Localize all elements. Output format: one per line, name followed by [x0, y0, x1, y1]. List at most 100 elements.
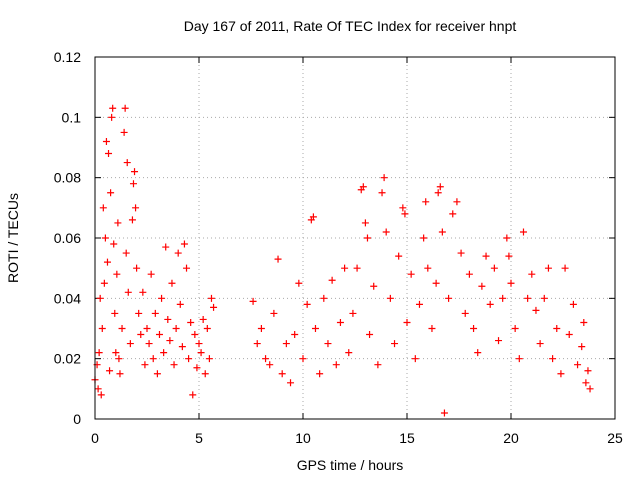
data-point [176, 300, 184, 308]
data-point [336, 318, 344, 326]
data-point [160, 349, 168, 357]
data-point [170, 361, 178, 369]
data-point [432, 279, 440, 287]
data-point [97, 391, 105, 399]
data-point [401, 210, 409, 218]
data-point [386, 294, 394, 302]
data-point [324, 340, 332, 348]
data-point [391, 340, 399, 348]
data-point [100, 279, 108, 287]
data-point [378, 189, 386, 197]
data-point [183, 264, 191, 272]
data-point [374, 361, 382, 369]
data-point [129, 180, 137, 188]
data-point [115, 355, 123, 363]
data-point [253, 340, 261, 348]
data-point [503, 234, 511, 242]
data-point [424, 264, 432, 272]
x-axis-label: GPS time / hours [297, 457, 404, 473]
data-point [166, 337, 174, 345]
data-point [349, 309, 357, 317]
data-point [549, 355, 557, 363]
x-tick-label: 5 [195, 430, 203, 446]
data-point [482, 252, 490, 260]
data-point [519, 228, 527, 236]
data-point [274, 255, 282, 263]
data-point [395, 252, 403, 260]
data-point [191, 331, 199, 339]
data-point [474, 349, 482, 357]
x-tick-label: 20 [503, 430, 519, 446]
data-point [98, 325, 106, 332]
data-point [266, 361, 274, 369]
data-point [99, 204, 107, 212]
data-point [353, 264, 361, 272]
data-point [149, 355, 157, 363]
data-point [120, 128, 128, 136]
x-tick-label: 25 [607, 430, 623, 446]
data-points [91, 104, 594, 417]
data-point [164, 315, 172, 323]
data-point [131, 168, 139, 176]
data-point [403, 318, 411, 326]
data-point [320, 294, 328, 302]
data-point [445, 294, 453, 302]
data-point [428, 325, 436, 332]
data-point [420, 234, 428, 242]
data-point [311, 325, 319, 332]
data-point [561, 264, 569, 272]
data-point [582, 379, 590, 387]
data-point [586, 385, 594, 393]
data-point [366, 331, 374, 339]
data-point [490, 264, 498, 272]
data-point [287, 379, 295, 387]
data-point [195, 340, 203, 348]
data-point [189, 391, 197, 399]
data-point [201, 370, 209, 378]
data-point [141, 361, 149, 369]
data-point [505, 252, 513, 260]
data-point [565, 331, 573, 339]
data-point [147, 270, 155, 278]
data-point [262, 355, 270, 363]
data-point [180, 240, 188, 248]
grid-lines [95, 57, 615, 419]
data-point [96, 294, 104, 302]
data-point [132, 204, 140, 212]
data-point [174, 249, 182, 257]
data-point [580, 318, 588, 326]
data-point [118, 325, 126, 332]
data-point [110, 240, 118, 248]
data-point [569, 300, 577, 308]
data-point [139, 288, 147, 296]
data-point [112, 349, 120, 357]
data-point [303, 300, 311, 308]
data-point [574, 361, 582, 369]
data-point [422, 198, 430, 206]
data-point [361, 219, 369, 227]
data-point [524, 294, 532, 302]
data-point [278, 370, 286, 378]
data-point [316, 370, 324, 378]
data-point [103, 258, 111, 266]
data-point [193, 364, 201, 372]
data-point [411, 355, 419, 363]
data-point [207, 294, 215, 302]
y-tick-label: 0.1 [62, 109, 82, 125]
data-point [172, 325, 180, 332]
data-point [341, 264, 349, 272]
data-point [124, 288, 132, 296]
data-point [453, 198, 461, 206]
data-point [359, 183, 367, 191]
data-point [133, 264, 141, 272]
data-point [465, 270, 473, 278]
data-point [109, 104, 117, 112]
x-tick-label: 10 [295, 430, 311, 446]
data-point [436, 183, 444, 191]
data-point [116, 370, 124, 378]
data-point [507, 279, 515, 287]
data-point [126, 340, 134, 348]
data-point [101, 234, 109, 242]
y-axis-label: ROTI / TECUs [5, 193, 21, 283]
data-point [486, 300, 494, 308]
